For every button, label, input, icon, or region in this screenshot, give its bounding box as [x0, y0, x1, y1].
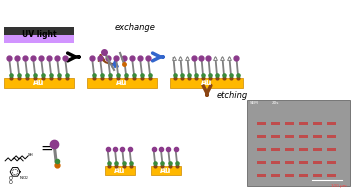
Text: O: O [9, 176, 13, 181]
Bar [285, 161, 294, 164]
Bar [313, 135, 322, 138]
Bar [151, 166, 181, 175]
Bar [299, 161, 308, 164]
Bar [87, 78, 157, 88]
Bar [271, 135, 280, 138]
Bar [4, 78, 74, 88]
Bar [327, 135, 336, 138]
Bar [170, 78, 243, 88]
Text: NO$_2$: NO$_2$ [19, 175, 29, 182]
Bar [285, 148, 294, 151]
Bar [285, 122, 294, 125]
Bar [257, 148, 266, 151]
Bar [4, 27, 74, 43]
Bar [299, 148, 308, 151]
Text: Au: Au [34, 78, 45, 88]
Text: Au: Au [160, 166, 172, 175]
Bar [285, 174, 294, 177]
Bar [247, 100, 350, 186]
Bar [271, 161, 280, 164]
Text: 100 μm: 100 μm [331, 184, 347, 188]
Bar [299, 174, 308, 177]
Text: etching: etching [217, 91, 248, 100]
Text: 20s: 20s [272, 101, 279, 105]
Text: exchange: exchange [115, 23, 155, 33]
Bar [327, 122, 336, 125]
Bar [313, 161, 322, 164]
Bar [313, 148, 322, 151]
Bar [271, 174, 280, 177]
Bar [299, 135, 308, 138]
Bar [327, 148, 336, 151]
Bar [257, 161, 266, 164]
Bar [257, 135, 266, 138]
Bar [313, 174, 322, 177]
Text: Au: Au [114, 166, 126, 175]
Bar [327, 174, 336, 177]
Bar [105, 166, 135, 175]
Bar [327, 161, 336, 164]
Bar [271, 148, 280, 151]
Bar [271, 122, 280, 125]
Text: O: O [9, 180, 13, 185]
Bar [4, 27, 74, 35]
Bar [299, 122, 308, 125]
Text: Au: Au [116, 78, 128, 88]
Text: UV light: UV light [22, 30, 56, 40]
Text: SEM: SEM [250, 101, 259, 105]
Text: =: = [41, 140, 53, 155]
Bar [285, 135, 294, 138]
Bar [257, 174, 266, 177]
Text: Au: Au [201, 78, 212, 88]
Bar [257, 122, 266, 125]
Bar [313, 122, 322, 125]
Text: SH: SH [28, 153, 34, 157]
